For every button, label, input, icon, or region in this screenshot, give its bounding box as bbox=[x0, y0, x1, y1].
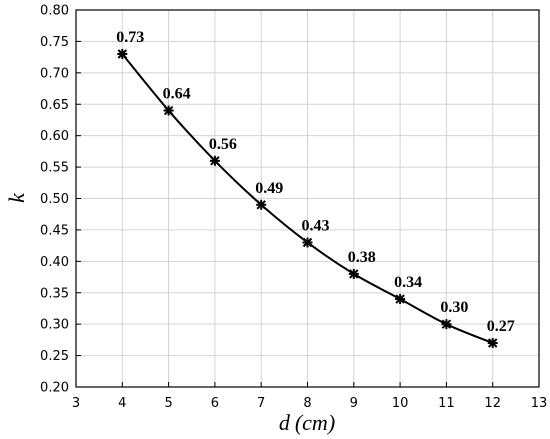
x-tick-label: 12 bbox=[484, 396, 501, 411]
data-point-marker bbox=[487, 338, 498, 349]
x-tick-label: 7 bbox=[257, 396, 265, 411]
x-tick-label: 6 bbox=[211, 396, 219, 411]
data-label: 0.49 bbox=[255, 180, 283, 197]
data-markers bbox=[117, 48, 498, 349]
y-tick-label: 0.40 bbox=[40, 255, 69, 270]
y-tick-label: 0.65 bbox=[40, 98, 69, 113]
y-tick-label: 0.45 bbox=[40, 223, 69, 238]
x-axis-label-unit: (cm) bbox=[295, 410, 335, 435]
y-tick-label: 0.30 bbox=[40, 318, 69, 333]
y-axis-label: k bbox=[4, 192, 29, 203]
y-tick-label: 0.50 bbox=[40, 192, 69, 207]
x-tick-label: 11 bbox=[438, 396, 455, 411]
data-point-marker bbox=[209, 155, 220, 166]
y-tick-label: 0.75 bbox=[40, 35, 69, 50]
data-label: 0.38 bbox=[348, 249, 376, 266]
x-axis-ticks: 3 4 5 6 7 8 9 10 11 12 13 bbox=[72, 382, 547, 411]
plot-frame bbox=[75, 9, 540, 388]
x-tick-label: 9 bbox=[350, 396, 358, 411]
y-tick-label: 0.25 bbox=[40, 349, 69, 364]
data-point-marker bbox=[302, 237, 313, 248]
y-tick-label: 0.70 bbox=[40, 66, 69, 81]
data-label: 0.27 bbox=[487, 318, 515, 335]
grid bbox=[75, 9, 540, 388]
y-tick-label: 0.80 bbox=[40, 4, 69, 19]
y-tick-label: 0.55 bbox=[40, 161, 69, 176]
data-label: 0.73 bbox=[116, 29, 144, 46]
data-point-marker bbox=[117, 48, 128, 59]
x-tick-label: 5 bbox=[164, 396, 172, 411]
x-tick-label: 8 bbox=[303, 396, 311, 411]
data-point-marker bbox=[256, 199, 267, 210]
data-label: 0.56 bbox=[209, 136, 237, 153]
x-tick-label: 3 bbox=[72, 396, 80, 411]
data-label: 0.30 bbox=[440, 299, 468, 316]
data-labels: 0.73 0.64 0.56 0.49 0.43 0.38 0.34 0.30 0.27 bbox=[116, 29, 514, 335]
x-tick-label: 13 bbox=[531, 396, 548, 411]
y-axis-ticks: 0.20 0.25 0.30 0.35 0.40 0.45 0.50 0.55 0.60 0.65… bbox=[40, 4, 81, 396]
x-tick-label: 10 bbox=[392, 396, 409, 411]
x-axis-label: d (cm) bbox=[279, 410, 335, 435]
x-axis-label-var: d bbox=[279, 410, 291, 435]
x-tick-label: 4 bbox=[118, 396, 126, 411]
data-label: 0.64 bbox=[163, 86, 191, 103]
y-tick-label: 0.60 bbox=[40, 129, 69, 144]
y-tick-label: 0.20 bbox=[40, 381, 69, 396]
data-label: 0.43 bbox=[302, 217, 330, 234]
data-label: 0.34 bbox=[394, 274, 422, 291]
data-point-marker bbox=[395, 294, 406, 305]
data-point-marker bbox=[348, 268, 359, 279]
y-tick-label: 0.35 bbox=[40, 286, 69, 301]
data-point-marker bbox=[163, 105, 174, 116]
data-point-marker bbox=[441, 319, 452, 330]
